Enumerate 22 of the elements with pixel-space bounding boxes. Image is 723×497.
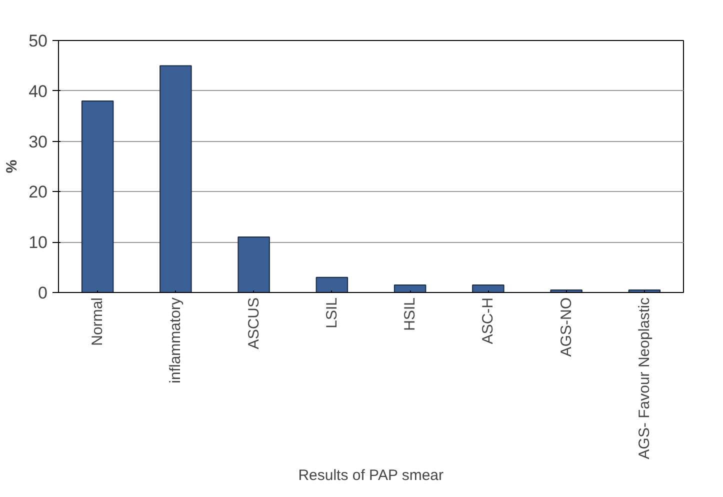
y-tick-label: 30: [28, 132, 48, 152]
x-tick-label: AGS-NO: [558, 297, 575, 357]
bar: [81, 100, 114, 292]
bar: [394, 284, 426, 292]
y-tick-label: 0: [38, 284, 48, 302]
x-tick-label: AGS- Favour Neoplastic: [636, 297, 653, 460]
y-tick-label: 10: [28, 233, 48, 252]
bar: [160, 65, 192, 292]
bar: [238, 236, 270, 292]
bar: [316, 276, 348, 292]
x-tick-label: LSIL: [323, 298, 340, 328]
y-tick-label: 50: [28, 32, 48, 50]
x-tick-label: ASC-H: [480, 298, 497, 344]
y-tick-label: 20: [28, 182, 48, 202]
y-tick-label: 40: [28, 82, 48, 101]
x-tick-label: HSIL: [402, 297, 419, 331]
x-tick-label: inflammatory: [167, 297, 184, 384]
x-axis-title: Results of PAP smear: [298, 467, 444, 484]
y-axis-title: %: [4, 160, 21, 174]
bar: [472, 284, 504, 292]
x-tick-label: ASCUS: [245, 297, 262, 350]
x-tick-label: Normal: [89, 297, 106, 346]
